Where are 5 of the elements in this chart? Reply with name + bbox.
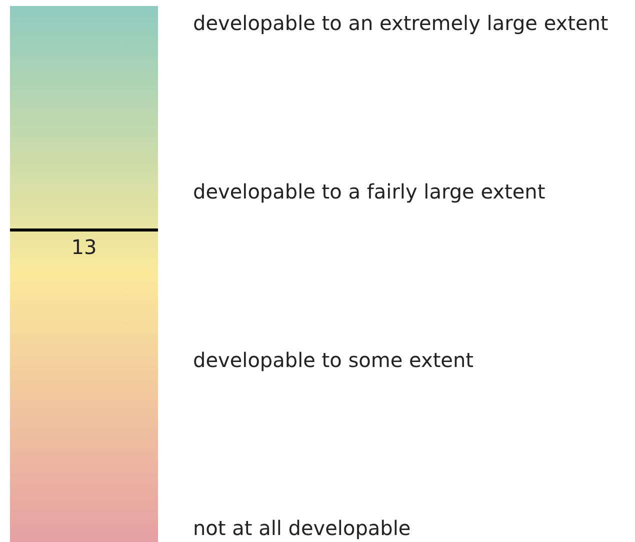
text: developable to some extent (193, 348, 474, 372)
data-label: 13 (71, 235, 97, 260)
text: not at all developable (193, 516, 411, 540)
text: developable to a fairly large extent (193, 180, 546, 204)
text: developable to an extremely large extent (193, 11, 608, 36)
